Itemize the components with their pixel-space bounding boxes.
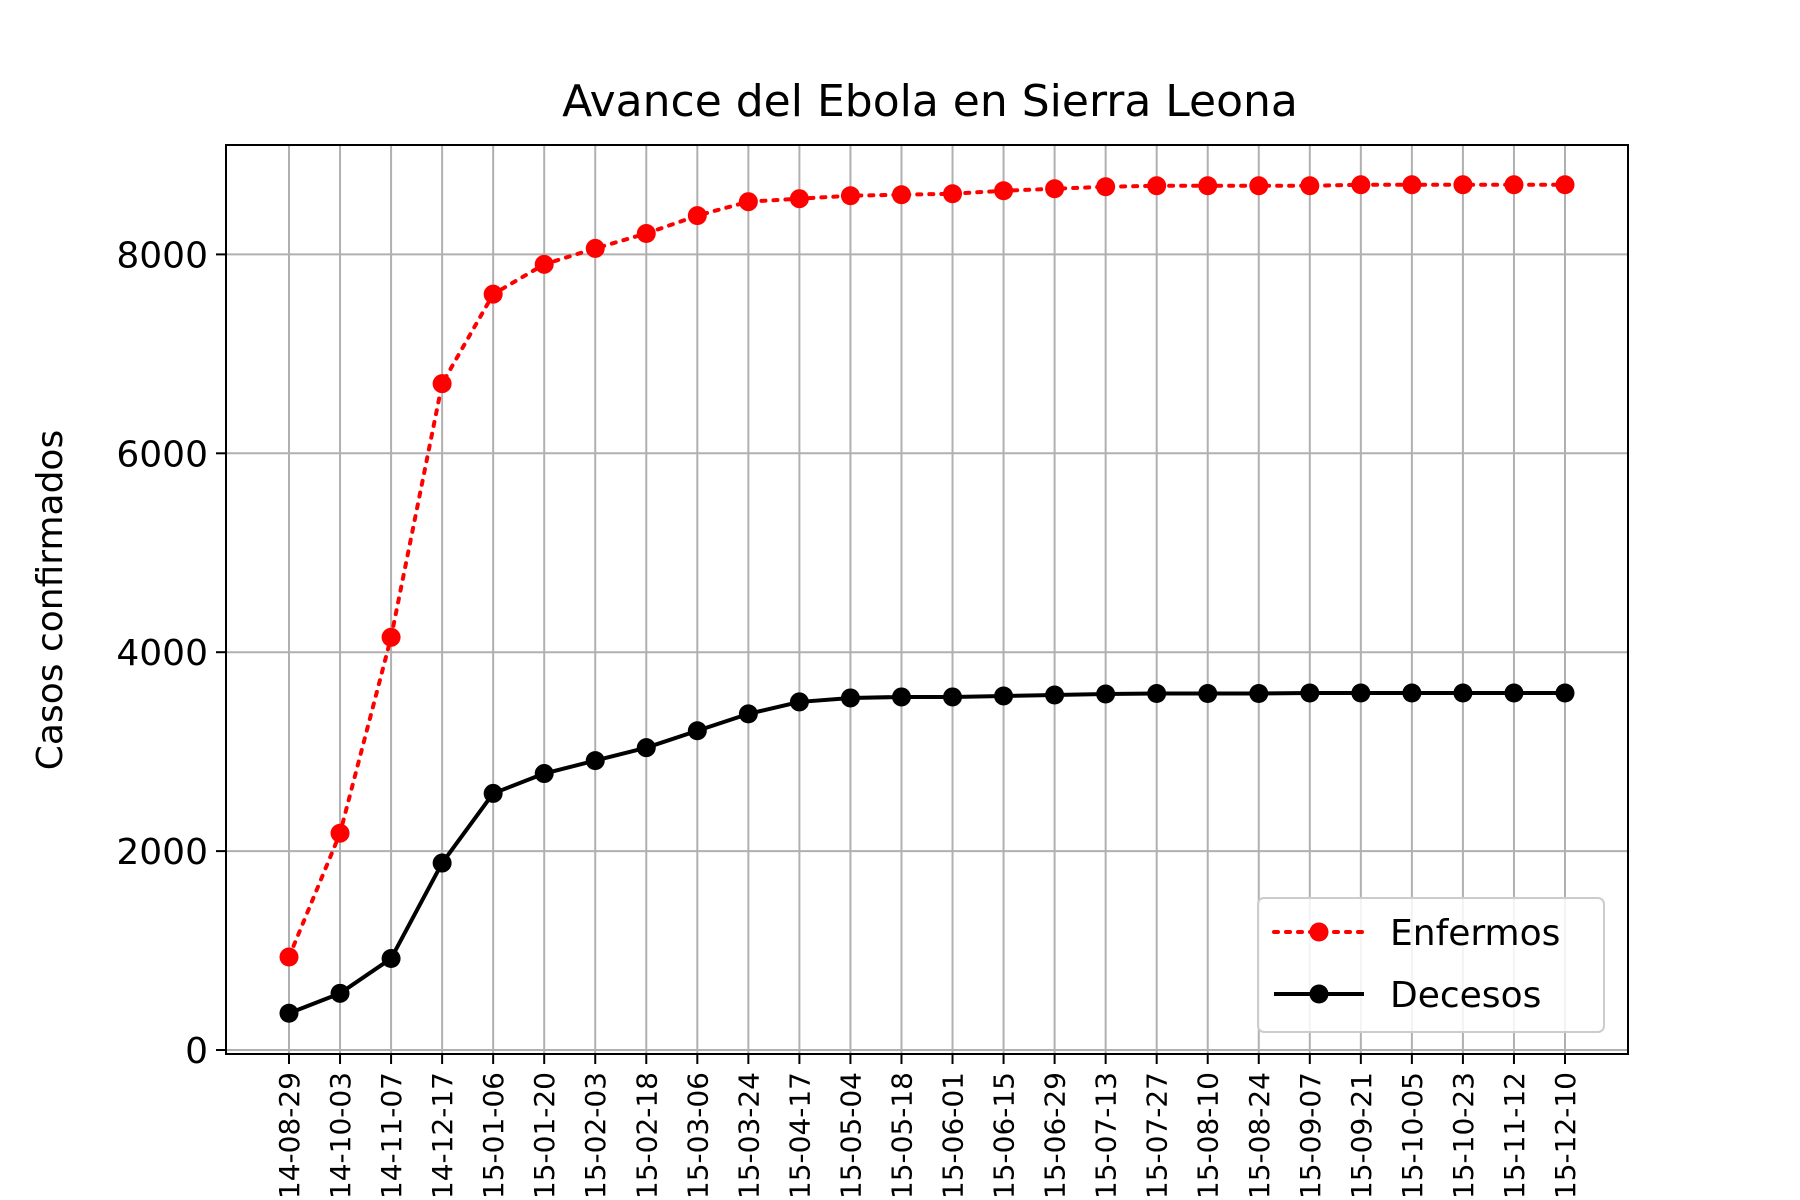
x-tick-label: 2015-06-29 (1039, 1072, 1072, 1200)
x-axis: 2014-08-29 2014-10-03 2014-11-07 2014-12-17… (273, 1054, 1582, 1200)
y-axis-label: Casos confirmados (30, 430, 71, 770)
x-tick-label: 2015-06-15 (988, 1072, 1021, 1200)
data-point-enfermos (1198, 176, 1218, 196)
x-tick-label: 2015-07-13 (1090, 1072, 1123, 1200)
data-point-enfermos (279, 947, 299, 967)
data-point-decesos (381, 949, 401, 969)
x-tick-label: 2015-03-24 (732, 1072, 765, 1200)
data-point-enfermos (483, 284, 503, 304)
x-tick-label: 2014-10-03 (324, 1072, 357, 1200)
data-point-enfermos (789, 189, 809, 209)
x-tick-label: 2015-01-20 (528, 1072, 561, 1200)
data-point-enfermos (534, 254, 554, 274)
data-point-enfermos (1351, 175, 1371, 195)
x-tick-label: 2015-08-24 (1243, 1072, 1276, 1200)
chart-title: Avance del Ebola en Sierra Leona (562, 76, 1298, 127)
x-tick-label: 2015-05-18 (885, 1072, 918, 1200)
y-tick-label: 4000 (116, 633, 208, 674)
data-point-enfermos (891, 185, 911, 205)
data-point-enfermos (1045, 179, 1065, 199)
data-point-decesos (687, 721, 707, 741)
x-tick-label: 2015-08-10 (1192, 1072, 1225, 1200)
x-tick-label: 2015-07-27 (1141, 1072, 1174, 1200)
plot-frame (225, 144, 1629, 1055)
data-point-enfermos (840, 186, 860, 206)
legend-label-enfermos: Enfermos (1390, 913, 1560, 954)
legend: Enfermos Decesos (1257, 897, 1605, 1033)
data-point-decesos (330, 983, 350, 1003)
data-point-decesos (1300, 683, 1320, 703)
y-axis: 0 2000 4000 6000 8000 (116, 235, 226, 1072)
data-point-decesos (1555, 683, 1575, 703)
data-point-enfermos (1147, 176, 1167, 196)
data-point-enfermos (1300, 176, 1320, 196)
x-tick-label: 2015-02-18 (630, 1072, 663, 1200)
data-point-decesos (943, 687, 963, 707)
data-point-enfermos (1096, 177, 1116, 197)
data-point-decesos (1453, 683, 1473, 703)
data-point-enfermos (738, 192, 758, 212)
x-tick-label: 2015-09-21 (1345, 1072, 1378, 1200)
x-tick-label: 2014-08-29 (273, 1072, 306, 1200)
x-tick-label: 2015-05-04 (834, 1072, 867, 1200)
data-point-enfermos (1504, 175, 1524, 195)
data-point-enfermos (1453, 175, 1473, 195)
data-point-enfermos (1402, 175, 1422, 195)
x-tick-label: 2015-03-06 (681, 1072, 714, 1200)
x-tick-label: 2015-04-17 (783, 1072, 816, 1200)
data-point-enfermos (687, 206, 707, 226)
x-tick-label: 2015-10-23 (1447, 1072, 1480, 1200)
data-point-decesos (738, 704, 758, 724)
x-tick-label: 2015-02-03 (579, 1072, 612, 1200)
data-point-enfermos (943, 184, 963, 204)
x-tick-label: 2015-06-01 (937, 1072, 970, 1200)
data-point-enfermos (1555, 175, 1575, 195)
data-point-decesos (1402, 683, 1422, 703)
data-point-decesos (1045, 685, 1065, 705)
x-tick-label: 2015-10-05 (1396, 1072, 1429, 1200)
data-point-decesos (840, 688, 860, 708)
data-point-decesos (279, 1003, 299, 1023)
y-tick-label: 8000 (116, 235, 208, 276)
y-tick-label: 2000 (116, 832, 208, 873)
data-point-decesos (1198, 683, 1218, 703)
data-point-enfermos (432, 374, 452, 394)
x-tick-label: 2015-09-07 (1294, 1072, 1327, 1200)
legend-label-decesos: Decesos (1390, 975, 1541, 1016)
data-point-decesos (1351, 683, 1371, 703)
data-point-enfermos (1249, 176, 1269, 196)
data-point-decesos (636, 738, 656, 758)
x-tick-label: 2014-12-17 (426, 1072, 459, 1200)
data-point-enfermos (381, 627, 401, 647)
legend-marker-enfermos (1309, 922, 1329, 942)
data-point-enfermos (636, 224, 656, 244)
data-point-decesos (1147, 683, 1167, 703)
data-point-decesos (789, 692, 809, 712)
x-tick-label: 2015-01-06 (477, 1072, 510, 1200)
y-tick-label: 0 (185, 1031, 208, 1072)
data-point-decesos (432, 853, 452, 873)
x-tick-label: 2015-11-12 (1498, 1072, 1531, 1200)
legend-marker-decesos (1309, 984, 1329, 1004)
data-point-decesos (1249, 683, 1269, 703)
data-point-decesos (585, 751, 605, 771)
data-point-enfermos (585, 238, 605, 258)
x-tick-label: 2015-12-10 (1549, 1072, 1582, 1200)
data-point-decesos (1096, 684, 1116, 704)
data-point-decesos (1504, 683, 1524, 703)
series-layer (279, 175, 1575, 1023)
y-tick-label: 6000 (116, 434, 208, 475)
data-point-enfermos (994, 181, 1014, 201)
series-line-enfermos (287, 182, 1567, 960)
data-point-enfermos (330, 823, 350, 843)
data-point-decesos (483, 783, 503, 803)
data-point-decesos (534, 764, 554, 784)
data-point-decesos (994, 686, 1014, 706)
x-tick-label: 2014-11-07 (375, 1072, 408, 1200)
data-point-decesos (891, 687, 911, 707)
